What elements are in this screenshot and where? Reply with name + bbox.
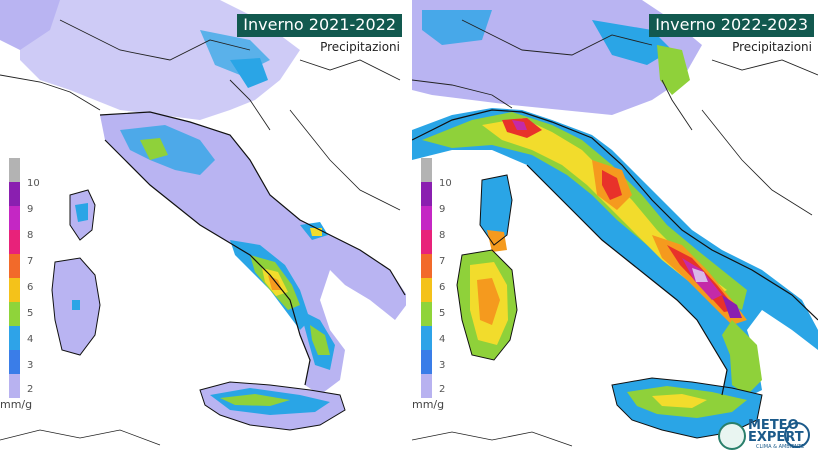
color-legend: 10 9 8 7 6 5 4 3 2 — [9, 158, 49, 398]
legend-tick: 6 — [27, 282, 34, 293]
legend-tick: 4 — [439, 334, 446, 345]
legend-tick: 6 — [439, 282, 446, 293]
legend-tick: 10 — [439, 178, 452, 189]
map-panel-2022-2023: Inverno 2022-2023 Precipitazioni 10 9 8 … — [412, 0, 818, 462]
legend-tick: 3 — [27, 360, 34, 371]
legend-tick: 5 — [439, 308, 446, 319]
legend-unit: mm/g — [0, 398, 33, 411]
map-panel-2021-2022: Inverno 2021-2022 Precipitazioni 10 9 8 … — [0, 0, 406, 462]
panel-title: Inverno 2021-2022 — [237, 14, 402, 37]
globe-icon — [784, 422, 810, 448]
precipitation-map-2021-2022 — [0, 0, 406, 446]
brand-logos: METEO EXPERT CLIMA & AMBIENTE — [718, 418, 810, 452]
panel-title: Inverno 2022-2023 — [649, 14, 814, 37]
legend-tick: 2 — [27, 384, 34, 395]
legend-tick: 3 — [439, 360, 446, 371]
legend-tick: 7 — [27, 256, 34, 267]
logo-tagline: CLIMA & AMBIENTE — [756, 444, 805, 450]
color-legend: 10 9 8 7 6 5 4 3 2 — [421, 158, 461, 398]
precipitation-map-2022-2023 — [412, 0, 818, 447]
legend-unit: mm/g — [412, 398, 445, 411]
panel-divider — [406, 0, 412, 462]
panel-subtitle: Precipitazioni — [732, 40, 812, 54]
legend-color-bar — [9, 158, 20, 398]
legend-tick: 10 — [27, 178, 40, 189]
legend-tick: 7 — [439, 256, 446, 267]
legend-tick: 9 — [27, 204, 34, 215]
legend-tick: 8 — [439, 230, 446, 241]
legend-tick: 8 — [27, 230, 34, 241]
legend-color-bar — [421, 158, 432, 398]
legend-tick: 2 — [439, 384, 446, 395]
legend-tick: 4 — [27, 334, 34, 345]
partner-logo-icon — [718, 422, 746, 450]
panel-subtitle: Precipitazioni — [320, 40, 400, 54]
legend-tick: 5 — [27, 308, 34, 319]
legend-tick: 9 — [439, 204, 446, 215]
